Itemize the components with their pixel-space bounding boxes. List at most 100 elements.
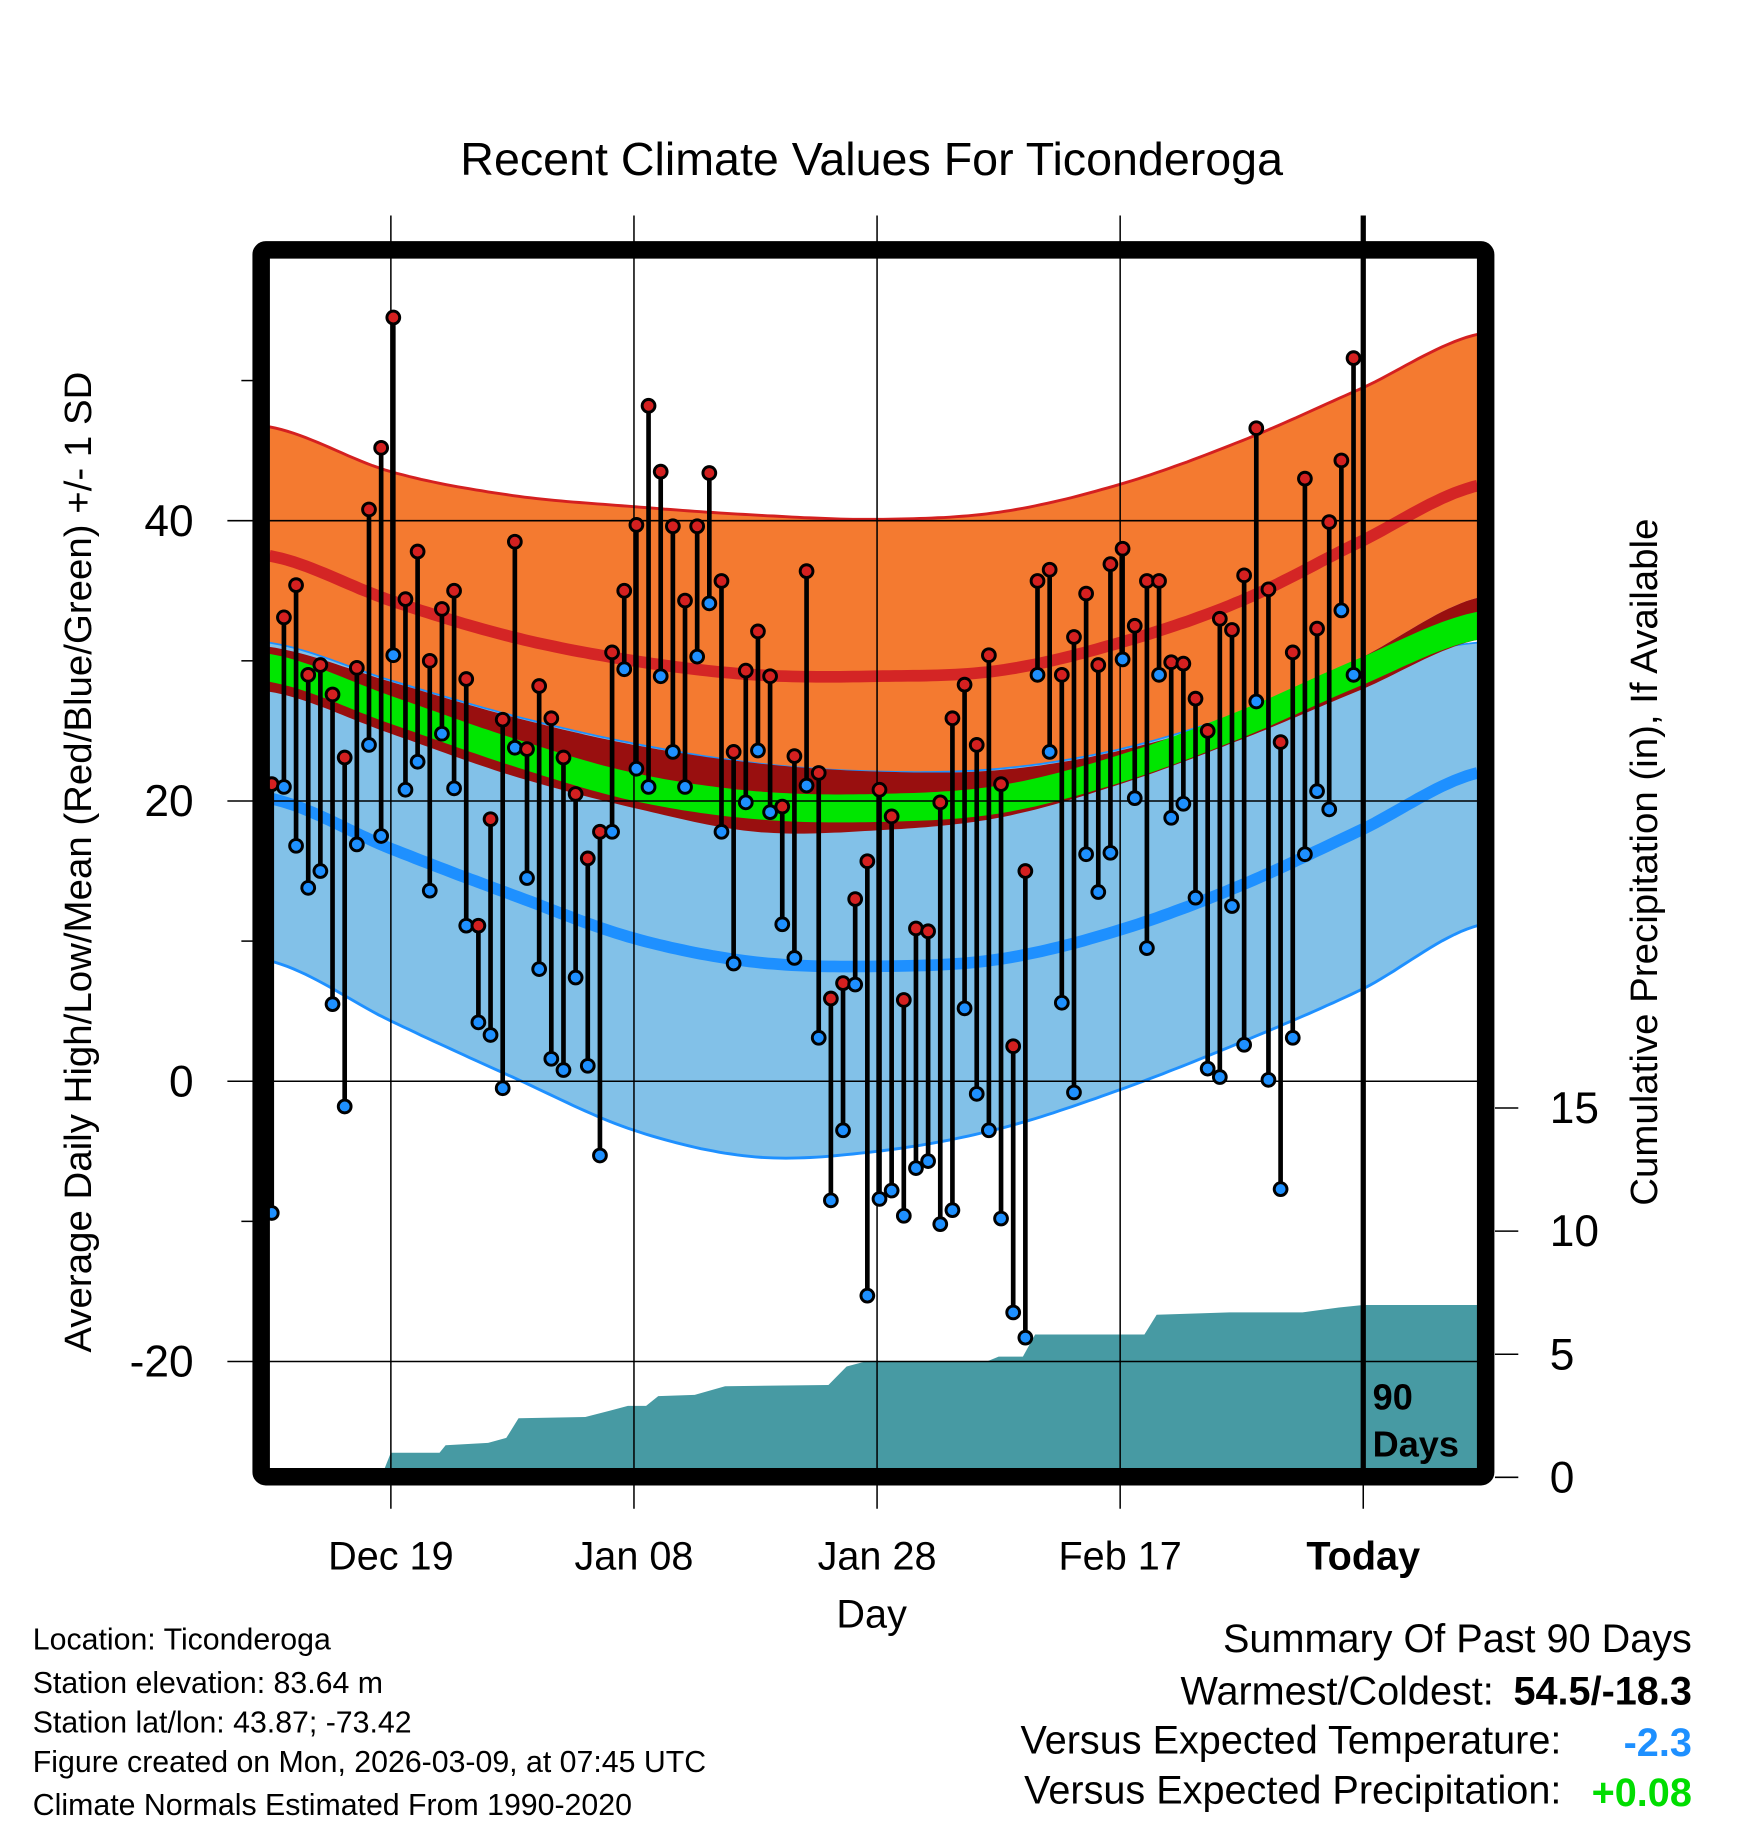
daily-low-point	[579, 1057, 596, 1074]
daily-low-point	[1333, 602, 1350, 619]
daily-low-point	[543, 1050, 560, 1067]
daily-high-point	[725, 744, 742, 760]
daily-high-point	[567, 786, 584, 802]
daily-high-point	[446, 582, 462, 599]
info-normals: Climate Normals Estimated From 1990-2020	[33, 1789, 632, 1822]
daily-low-point	[567, 969, 584, 986]
daily-low-point	[1345, 666, 1362, 683]
daily-low-point	[1309, 783, 1325, 800]
daily-high-point	[555, 749, 572, 766]
daily-low-point	[312, 863, 329, 879]
daily-high-point	[713, 573, 730, 589]
normal-low-mean-line	[268, 767, 1479, 973]
normal-high-mean-line	[268, 480, 1479, 683]
daily-high-point	[361, 501, 377, 518]
daily-low-point	[470, 1014, 487, 1031]
precip-anomaly-value: +0.08	[1592, 1771, 1692, 1815]
daily-high-point	[677, 592, 693, 609]
daily-low-point	[1175, 795, 1192, 812]
daily-high-point	[1272, 734, 1289, 750]
daily-low-point	[1260, 1071, 1277, 1088]
daily-high-point	[1284, 644, 1301, 661]
daily-low-point	[1151, 666, 1167, 683]
daily-high-point	[1345, 350, 1362, 367]
daily-high-point	[397, 591, 414, 608]
daily-high-point	[859, 853, 876, 870]
y2-tick-label: 5	[1550, 1330, 1575, 1379]
daily-low-point	[956, 1000, 973, 1017]
daily-low-point	[1041, 744, 1058, 760]
normal-mean-band	[269, 611, 1478, 823]
daily-high-point	[762, 668, 778, 685]
daily-low-point	[592, 1147, 608, 1164]
daily-low-point	[1224, 898, 1240, 914]
daily-low-point	[276, 779, 292, 795]
daily-low-point	[1297, 846, 1313, 863]
daily-low-point	[531, 961, 548, 977]
daily-low-point	[835, 1122, 851, 1139]
daily-high-point	[823, 990, 839, 1007]
daily-low-point	[737, 794, 754, 811]
daily-high-point	[798, 563, 815, 580]
daily-low-point	[1102, 844, 1119, 861]
daily-high-point	[1248, 420, 1265, 437]
daily-low-point	[1005, 1304, 1022, 1321]
station-info: Location: Ticonderoga Station elevation:…	[33, 1624, 706, 1822]
info-created: Figure created on Mon, 2026-03-09, at 07…	[33, 1746, 706, 1779]
x-tick-label: Today	[1306, 1534, 1420, 1578]
daily-low-point	[1029, 666, 1046, 683]
daily-high-point	[288, 577, 304, 594]
daily-low-point	[300, 879, 317, 896]
daily-high-point	[519, 741, 535, 757]
today-window-label-1: 90	[1373, 1377, 1413, 1418]
warm-cold-label: Warmest/Coldest:	[1181, 1670, 1494, 1714]
daily-high-point	[628, 517, 645, 533]
daily-low-point	[385, 647, 402, 664]
daily-low-point	[446, 780, 462, 797]
daily-high-point	[895, 992, 912, 1008]
daily-high-point	[871, 781, 888, 798]
x-tick-label: Jan 28	[818, 1534, 937, 1578]
daily-low-point	[1211, 1069, 1228, 1085]
daily-high-point	[640, 397, 657, 414]
daily-high-point	[1078, 585, 1094, 602]
daily-high-point	[1151, 573, 1167, 589]
info-elevation: Station elevation: 83.64 m	[33, 1667, 383, 1700]
daily-low-point	[361, 737, 377, 753]
precip-anomaly-label: Versus Expected Precipitation:	[1024, 1769, 1561, 1813]
daily-high-point	[1211, 610, 1228, 627]
daily-high-point	[1260, 581, 1277, 598]
daily-high-point	[421, 652, 438, 669]
daily-low-point	[713, 823, 730, 840]
daily-high-point	[1017, 863, 1034, 879]
daily-low-point	[798, 777, 815, 794]
daily-high-point	[1224, 622, 1240, 638]
daily-low-point	[908, 1160, 924, 1176]
daily-high-point	[543, 710, 560, 727]
daily-high-point	[847, 891, 864, 907]
daily-high-point	[993, 776, 1009, 793]
daily-low-point	[482, 1027, 499, 1043]
daily-high-point	[531, 678, 548, 694]
daily-low-point	[604, 823, 620, 840]
daily-low-point	[652, 668, 669, 685]
daily-high-point	[1102, 556, 1119, 573]
x-tick-label: Jan 08	[575, 1534, 694, 1578]
daily-low-point	[932, 1216, 949, 1233]
x-axis-label: Day	[836, 1593, 907, 1637]
daily-high-point	[968, 737, 985, 753]
daily-low-point	[823, 1192, 839, 1209]
daily-low-point	[689, 648, 706, 665]
daily-low-point	[1126, 790, 1143, 807]
today-window-label-2: Days	[1373, 1423, 1459, 1464]
daily-high-point	[276, 609, 292, 626]
daily-high-point	[336, 749, 353, 766]
daily-low-point	[616, 661, 633, 678]
daily-high-point	[920, 923, 936, 940]
daily-high-point	[1005, 1038, 1022, 1055]
daily-high-point	[1321, 514, 1338, 530]
y-tick-label: -20	[130, 1338, 194, 1387]
daily-high-point	[470, 917, 487, 934]
daily-low-point	[1017, 1329, 1034, 1346]
daily-low-point	[1163, 809, 1180, 826]
